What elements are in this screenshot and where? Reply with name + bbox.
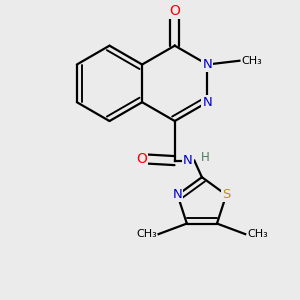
Text: N: N [202,58,212,71]
Text: H: H [201,151,210,164]
Text: S: S [222,188,230,201]
Text: O: O [169,4,180,18]
Text: CH₃: CH₃ [241,56,262,66]
Text: CH₃: CH₃ [247,229,268,239]
Text: CH₃: CH₃ [136,229,157,239]
Text: N: N [183,154,193,167]
Text: N: N [202,96,212,109]
Text: N: N [172,188,182,201]
Text: O: O [136,152,147,166]
